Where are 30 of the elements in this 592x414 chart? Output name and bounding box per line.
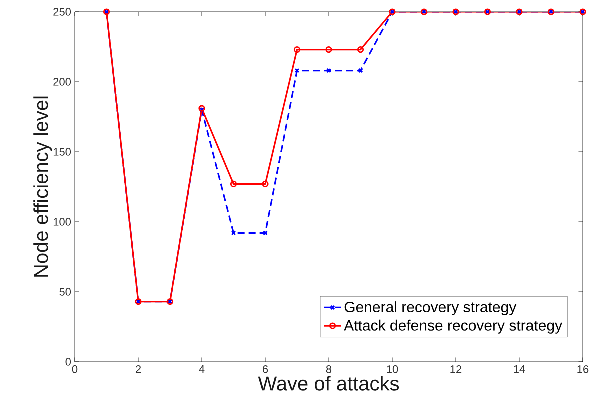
point xyxy=(231,230,236,236)
point xyxy=(326,68,332,74)
y-tick-label: 50 xyxy=(60,288,72,296)
legend-label: Attack defense recovery strategy xyxy=(344,320,562,334)
x-tick-label: 8 xyxy=(326,366,332,374)
point xyxy=(294,46,301,54)
point xyxy=(262,180,269,188)
x-tick-label: 10 xyxy=(387,366,398,374)
x-tick-label: 12 xyxy=(450,366,462,374)
point xyxy=(198,105,206,112)
y-tick-label: 150 xyxy=(54,148,72,156)
x-axis-title: Wave of attacks xyxy=(258,376,400,391)
y-tick-label: 100 xyxy=(54,218,72,226)
point xyxy=(263,230,268,236)
x-tick-label: 14 xyxy=(514,366,526,374)
y-axis-title: Node efficiency level xyxy=(34,96,52,277)
point xyxy=(294,68,300,74)
point xyxy=(230,180,238,188)
y-tick-label: 250 xyxy=(54,8,72,16)
point xyxy=(326,46,332,54)
y-tick-label: 200 xyxy=(54,78,72,86)
point xyxy=(358,68,364,74)
x-tick-label: 2 xyxy=(136,366,142,374)
y-tick-label: 0 xyxy=(66,358,72,366)
x-tick-label: 6 xyxy=(263,366,268,374)
x-tick-label: 16 xyxy=(578,366,589,374)
x-tick-label: 0 xyxy=(72,366,78,374)
legend-label: General recovery strategy xyxy=(344,302,517,316)
x-tick-label: 4 xyxy=(199,366,205,374)
point xyxy=(357,46,364,54)
